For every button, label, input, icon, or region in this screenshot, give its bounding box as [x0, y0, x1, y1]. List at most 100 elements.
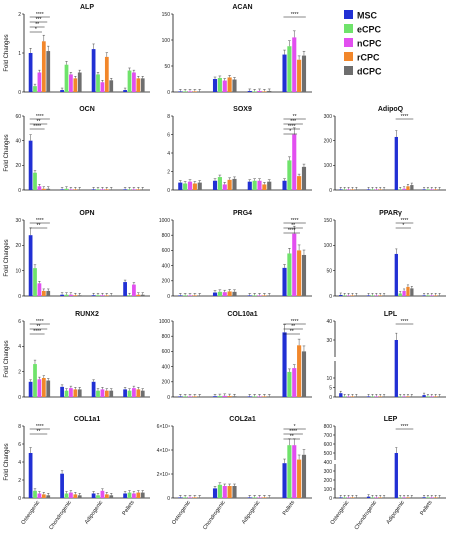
bar-rcpc	[73, 494, 78, 498]
bar-rcpc	[192, 91, 197, 92]
bar-ncpc	[222, 486, 227, 498]
y-tick-label: 200	[324, 478, 333, 484]
bar-msc	[247, 90, 252, 92]
y-tick-label: 600	[162, 248, 171, 254]
bar-msc	[422, 295, 426, 296]
y-tick-label: 0	[167, 294, 170, 300]
y-tick-label: 0	[18, 90, 21, 96]
y-tick-label: 2×10⁴	[157, 472, 170, 478]
bar-msc	[247, 497, 252, 498]
bar-ecpc	[287, 46, 292, 92]
bar-dcpc	[140, 294, 145, 296]
bar-ecpc	[217, 396, 222, 397]
y-tick-label: 100	[324, 163, 333, 169]
bar-dcpc	[77, 72, 82, 92]
bar-ncpc	[100, 82, 105, 92]
legend-label-dcpc: dCPC	[357, 67, 382, 77]
y-tick-label: 600	[162, 349, 171, 355]
y-tick-label: 50	[164, 64, 170, 70]
bar-dcpc	[301, 55, 307, 92]
bar-rcpc	[434, 295, 438, 296]
bar-ncpc	[346, 189, 351, 190]
bar-ncpc	[257, 497, 262, 498]
bar-ncpc	[374, 497, 378, 498]
y-tick-label: 5	[329, 385, 332, 391]
bar-dcpc	[197, 497, 202, 498]
significance-label: ***	[36, 17, 42, 23]
bar-msc	[247, 295, 252, 296]
x-tick-label: Adipogenic	[385, 500, 406, 526]
bar-dcpc	[267, 396, 272, 397]
bar-msc	[178, 295, 183, 296]
bar-rcpc	[406, 497, 410, 498]
bar-rcpc	[350, 396, 355, 397]
bar-ecpc	[96, 74, 100, 92]
bar-rcpc	[227, 486, 232, 498]
bar-ecpc	[426, 189, 430, 190]
y-tick-label: 50	[326, 268, 332, 274]
bar-dcpc	[267, 497, 272, 498]
bar-ncpc	[69, 294, 73, 296]
y-tick-label: 4	[18, 460, 21, 466]
bar-rcpc	[104, 189, 109, 190]
bar-rcpc	[378, 497, 382, 498]
y-tick-label: 1000	[159, 218, 170, 224]
panel-col1a1: COL1a1 0 2 4 6 8 Fold Changes Osteogenic Chondro…	[4, 416, 150, 531]
significance-label: **	[35, 22, 39, 28]
bar-ecpc	[252, 180, 257, 190]
y-tick-label: 0	[18, 294, 21, 300]
y-tick-label: 300	[324, 114, 333, 120]
bar-dcpc	[197, 396, 202, 397]
bar-dcpc	[46, 188, 51, 190]
bar-ncpc	[430, 396, 434, 397]
y-tick-label: 150	[162, 12, 171, 18]
bar-ecpc	[33, 268, 37, 296]
significance-label: ****	[36, 218, 44, 224]
bar-ncpc	[402, 290, 406, 296]
bar-msc	[91, 381, 96, 397]
bar-msc	[339, 393, 343, 397]
legend-label-msc: MSC	[357, 11, 378, 21]
significance-label: **	[293, 114, 297, 120]
bar-ecpc	[64, 493, 69, 498]
bar-dcpc	[77, 189, 82, 190]
significance-label: ****	[401, 114, 409, 120]
x-tick-label: Osteogenic	[21, 500, 42, 526]
bar-rcpc	[262, 91, 267, 92]
panel-opn: OPN 0 10 20 30 Fold Changes ******	[4, 210, 150, 300]
bar-ecpc	[370, 396, 375, 397]
bar-dcpc	[109, 390, 114, 397]
bar-msc	[394, 453, 398, 498]
y-tick-label: 0	[167, 395, 170, 401]
bar-ncpc	[292, 37, 297, 92]
bar-rcpc	[350, 295, 355, 296]
bar-ecpc	[183, 396, 188, 397]
bar-msc	[123, 389, 127, 397]
bar-ecpc	[370, 189, 375, 190]
bar-ecpc	[426, 497, 430, 498]
bar-dcpc	[232, 79, 237, 92]
bar-ncpc	[222, 80, 227, 92]
bar-ecpc	[127, 390, 132, 397]
x-tick-label: Chondrogenic	[354, 500, 379, 532]
bar-ecpc	[127, 189, 132, 190]
y-tick-label: 6	[18, 319, 21, 325]
bar-msc	[247, 396, 252, 397]
bar-msc	[28, 235, 33, 296]
y-tick-label: 300	[324, 469, 333, 475]
y-tick-label: 200	[162, 380, 171, 386]
bar-dcpc	[382, 295, 386, 296]
bar-dcpc	[46, 495, 51, 498]
panel-title: COL2a1	[229, 416, 256, 423]
bar-ecpc	[252, 91, 257, 92]
bar-dcpc	[140, 78, 145, 92]
bar-ncpc	[187, 396, 193, 397]
bar-rcpc	[41, 41, 46, 92]
bar-dcpc	[354, 396, 359, 397]
significance-label: ****	[36, 319, 44, 325]
y-tick-label: 6	[18, 442, 21, 448]
bar-rcpc	[378, 189, 382, 190]
bar-msc	[60, 294, 64, 296]
